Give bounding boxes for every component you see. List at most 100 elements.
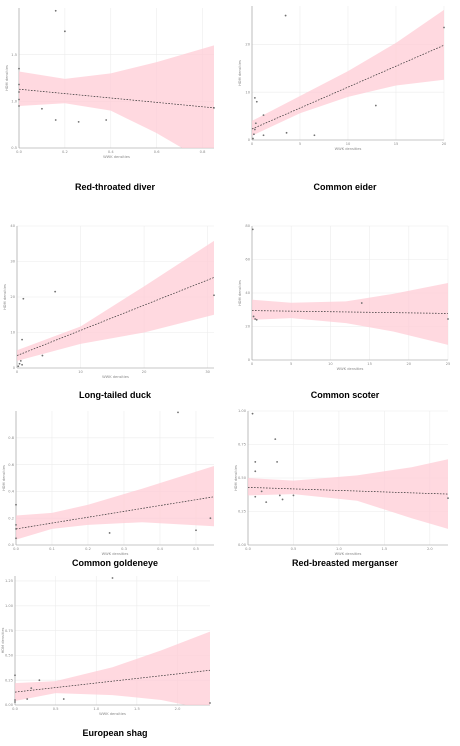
data-point	[14, 701, 16, 703]
data-point	[54, 9, 57, 12]
data-point	[251, 412, 254, 415]
regression-line	[251, 310, 449, 314]
chart-common-goldeneye: 0.0 0.1 0.2 0.3 0.4 0.5 0.0 0.2 0.4 0.6 0.8 WWK den…	[2, 411, 215, 556]
data-point	[209, 702, 211, 704]
y-axis-label: HDM densities	[234, 465, 238, 491]
x-tick-label: 2.0	[175, 707, 181, 711]
data-point	[253, 96, 256, 99]
confidence-band	[15, 631, 210, 705]
y-tick-label: 0.75	[5, 629, 13, 633]
y-tick-label: 0.0	[8, 543, 14, 547]
panel-caption-european-shag: European shag	[82, 728, 148, 738]
x-tick-label: 25	[446, 362, 451, 366]
data-point	[18, 83, 20, 86]
data-point	[26, 698, 29, 700]
y-tick-label: 0.75	[238, 443, 246, 447]
y-tick-label: 0.2	[8, 516, 14, 520]
y-axis-label: HDM densities	[238, 280, 242, 306]
y-axis-label: HDM densities	[2, 465, 6, 491]
y-tick-label: 0.50	[238, 476, 247, 480]
data-point	[17, 365, 20, 368]
x-tick-label: 0.5	[53, 707, 59, 711]
y-tick-label: 0.5	[11, 146, 17, 150]
data-point	[260, 490, 263, 493]
y-tick-label: 0.25	[5, 678, 13, 682]
data-point	[213, 106, 215, 109]
x-tick-label: 0.4	[157, 547, 163, 551]
confidence-band	[252, 282, 448, 345]
x-tick-label: 0.3	[121, 547, 127, 551]
data-point	[18, 105, 20, 107]
confidence-band	[252, 9, 444, 136]
panel-caption-red-breasted-merganser: Red-breasted merganser	[291, 558, 399, 568]
y-tick-label: 1.00	[238, 409, 247, 413]
x-tick-label: 10	[346, 142, 351, 146]
chart-long-tailed-duck: 0 10 20 30 0 10 20 30 40 WWK densities HDM densiti…	[3, 224, 215, 379]
x-tick-label: 0.0	[245, 547, 251, 551]
data-point	[253, 133, 255, 136]
data-point	[262, 134, 265, 137]
chart-red-breasted-merganser: 0.0 0.5 1.0 1.5 2.0 0.00 0.25 0.50 0.75 1.00 WWK d…	[234, 409, 449, 556]
confidence-band	[16, 465, 214, 540]
x-tick-label: 15	[367, 362, 372, 366]
data-point	[252, 315, 255, 318]
data-point	[265, 501, 268, 504]
x-axis-label: WWK densities	[99, 712, 126, 716]
data-point	[30, 687, 33, 690]
y-tick-label: 0.8	[8, 436, 14, 440]
y-tick-label: 0.00	[238, 543, 247, 547]
y-tick-label: 80	[245, 224, 250, 228]
data-point	[213, 294, 215, 297]
chart-common-scoter: 0 5 10 15 20 25 0 20 40 60 80 WWK densities HDM dens…	[238, 224, 451, 371]
data-point	[360, 302, 363, 304]
chart-red-throated-diver: 0.0 0.2 0.4 0.6 0.8 0.5 1.0 1.5 WWK densities HDM…	[5, 8, 215, 159]
data-point	[313, 134, 316, 137]
data-point	[284, 14, 287, 17]
data-point	[276, 461, 278, 463]
data-point	[105, 119, 108, 121]
data-point	[111, 577, 114, 579]
x-tick-label: 0	[251, 362, 254, 366]
regression-line	[16, 277, 215, 356]
data-point	[21, 338, 23, 341]
y-axis-label: HDM densities	[3, 284, 7, 310]
data-point	[292, 494, 295, 497]
x-tick-label: 0	[16, 370, 19, 374]
data-point	[15, 503, 17, 506]
y-tick-label: 10	[245, 90, 250, 94]
x-tick-label: 0.8	[200, 150, 206, 154]
x-tick-label: 0.5	[291, 547, 297, 551]
y-tick-label: 20	[10, 295, 15, 299]
data-point	[41, 107, 43, 110]
y-tick-label: 0.4	[8, 490, 14, 494]
y-tick-label: 0.25	[238, 510, 246, 514]
data-point	[15, 524, 17, 526]
data-point	[281, 498, 284, 501]
x-axis-label: WWK densities	[103, 155, 130, 159]
x-tick-label: 1.0	[93, 707, 99, 711]
y-tick-label: 30	[10, 260, 15, 264]
data-point	[21, 363, 23, 366]
y-tick-label: 20	[245, 42, 250, 46]
y-tick-label: 40	[245, 291, 250, 295]
regression-line	[251, 44, 445, 130]
data-point	[254, 495, 257, 498]
data-point	[63, 30, 66, 33]
x-tick-label: 0.0	[16, 150, 22, 154]
data-point	[38, 679, 41, 682]
panel-caption-common-eider: Common eider	[313, 182, 377, 192]
data-point	[41, 354, 44, 357]
data-point	[278, 494, 281, 497]
x-tick-label: 2.0	[427, 547, 433, 551]
panel-common-eider: 0 5 10 15 20 0 10 20 WWK densities HDM densities …	[230, 0, 460, 200]
data-point	[251, 228, 254, 231]
x-tick-label: 1.5	[382, 547, 388, 551]
data-point	[254, 122, 257, 125]
y-tick-label: 0.6	[8, 463, 14, 467]
x-tick-label: 1.5	[134, 707, 140, 711]
y-tick-label: 0.00	[5, 703, 14, 707]
x-tick-label: 20	[442, 142, 447, 146]
panel-common-goldeneye: 0.0 0.1 0.2 0.3 0.4 0.5 0.0 0.2 0.4 0.6 0.8 WWK den…	[0, 405, 230, 570]
x-tick-label: 0.2	[62, 150, 68, 154]
x-tick-label: 1.0	[336, 547, 342, 551]
